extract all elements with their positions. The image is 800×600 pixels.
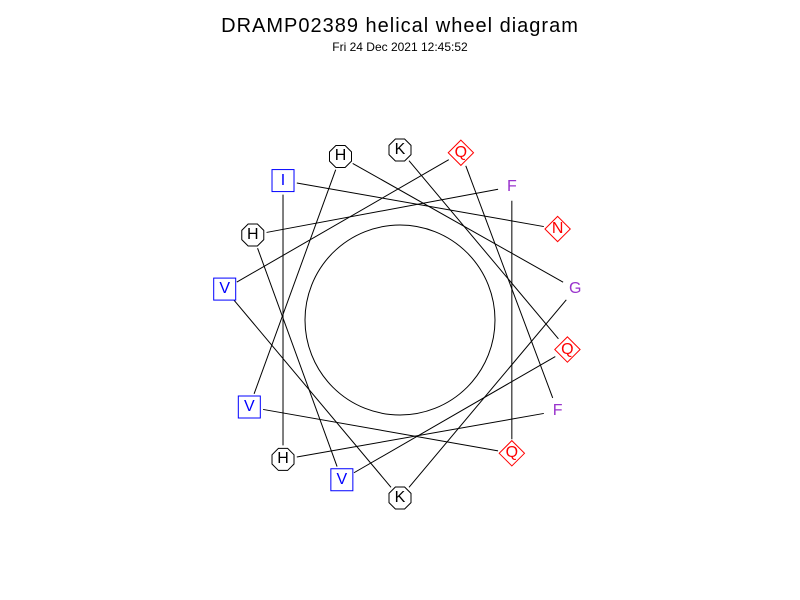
residue-12-F: F	[547, 400, 569, 422]
residue-15-N: N	[547, 218, 569, 240]
residue-0-K: K	[389, 139, 411, 161]
residue-2-V: V	[331, 469, 353, 491]
residue-3-H: H	[242, 224, 264, 246]
residue-14-I: I	[272, 170, 294, 192]
residue-4-F: F	[501, 176, 523, 198]
residue-8-G: G	[564, 278, 586, 300]
residue-6-V: V	[238, 396, 260, 418]
residue-10-V: V	[214, 278, 236, 300]
residue-1-Q: Q	[556, 339, 578, 361]
residue-9-K: K	[389, 487, 411, 509]
residue-11-Q: Q	[450, 142, 472, 164]
residue-13-H: H	[272, 448, 294, 470]
residue-7-H: H	[329, 145, 351, 167]
residue-5-Q: Q	[501, 442, 523, 464]
helical-wheel-svg	[0, 0, 800, 600]
